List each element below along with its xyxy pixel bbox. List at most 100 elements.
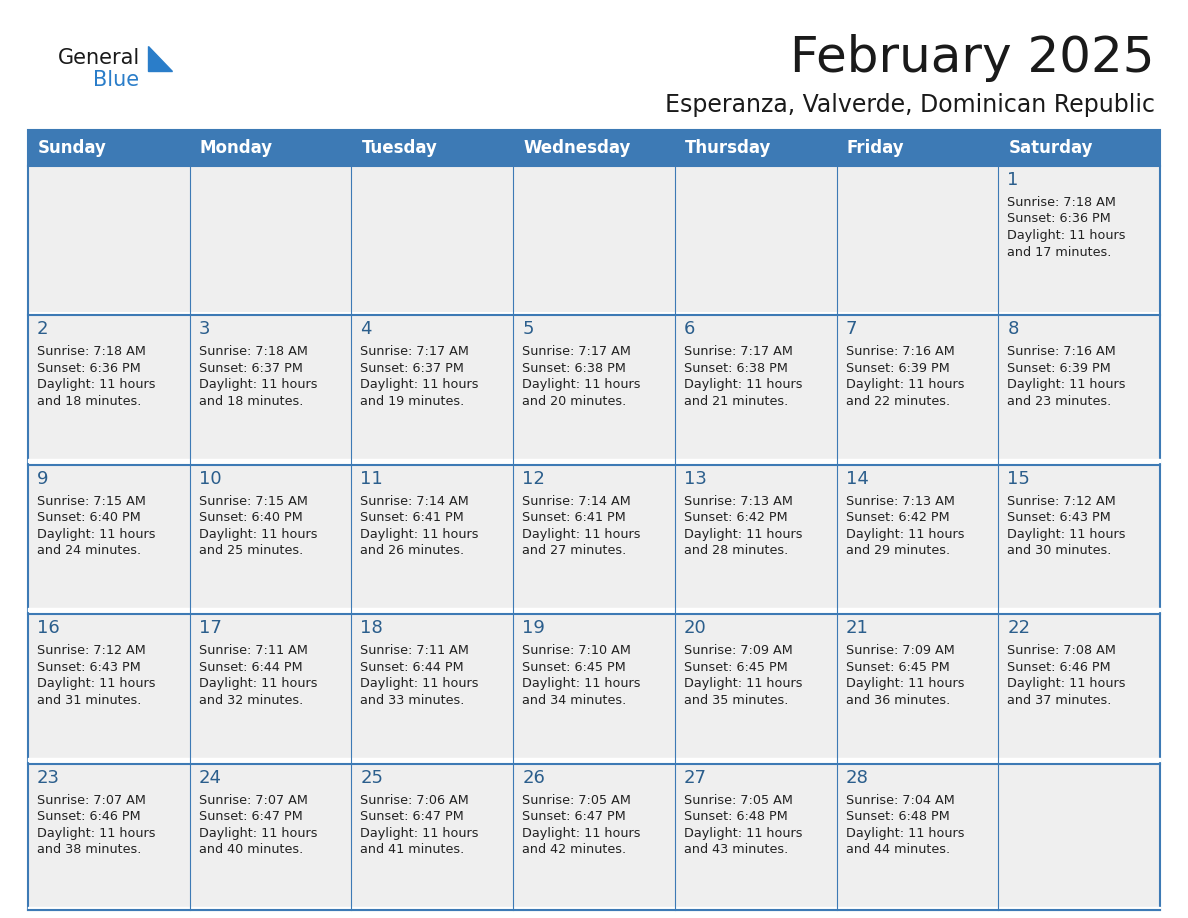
Text: Sunrise: 7:13 AM: Sunrise: 7:13 AM bbox=[846, 495, 954, 508]
Bar bbox=[190, 130, 352, 166]
Bar bbox=[998, 614, 1159, 761]
Text: Daylight: 11 hours: Daylight: 11 hours bbox=[684, 528, 802, 541]
Text: Sunset: 6:38 PM: Sunset: 6:38 PM bbox=[523, 362, 626, 375]
Text: Sunset: 6:45 PM: Sunset: 6:45 PM bbox=[523, 661, 626, 674]
Text: Daylight: 11 hours: Daylight: 11 hours bbox=[37, 378, 156, 391]
Text: and 25 minutes.: and 25 minutes. bbox=[198, 544, 303, 557]
Text: Sunrise: 7:15 AM: Sunrise: 7:15 AM bbox=[198, 495, 308, 508]
Bar bbox=[29, 130, 190, 166]
Text: Sunrise: 7:18 AM: Sunrise: 7:18 AM bbox=[37, 345, 146, 358]
Bar bbox=[29, 465, 190, 611]
Text: Sunset: 6:47 PM: Sunset: 6:47 PM bbox=[198, 810, 303, 823]
Bar bbox=[675, 130, 836, 166]
Text: 20: 20 bbox=[684, 620, 707, 637]
Text: General: General bbox=[58, 48, 140, 68]
Text: Daylight: 11 hours: Daylight: 11 hours bbox=[198, 528, 317, 541]
Text: and 36 minutes.: and 36 minutes. bbox=[846, 694, 950, 707]
Bar bbox=[29, 316, 190, 462]
Text: and 29 minutes.: and 29 minutes. bbox=[846, 544, 949, 557]
Bar bbox=[675, 764, 836, 910]
Bar bbox=[352, 316, 513, 462]
Text: Sunrise: 7:09 AM: Sunrise: 7:09 AM bbox=[846, 644, 954, 657]
Text: Sunrise: 7:08 AM: Sunrise: 7:08 AM bbox=[1007, 644, 1117, 657]
Text: Sunrise: 7:14 AM: Sunrise: 7:14 AM bbox=[360, 495, 469, 508]
Text: 19: 19 bbox=[523, 620, 545, 637]
Text: 11: 11 bbox=[360, 470, 384, 487]
Text: and 37 minutes.: and 37 minutes. bbox=[1007, 694, 1112, 707]
Text: Sunset: 6:46 PM: Sunset: 6:46 PM bbox=[37, 810, 140, 823]
Text: Sunset: 6:42 PM: Sunset: 6:42 PM bbox=[684, 511, 788, 524]
Text: February 2025: February 2025 bbox=[790, 34, 1155, 82]
Text: Sunset: 6:43 PM: Sunset: 6:43 PM bbox=[1007, 511, 1111, 524]
Text: 25: 25 bbox=[360, 768, 384, 787]
Bar bbox=[513, 130, 675, 166]
Text: Sunrise: 7:17 AM: Sunrise: 7:17 AM bbox=[684, 345, 792, 358]
Bar bbox=[836, 465, 998, 611]
Text: Daylight: 11 hours: Daylight: 11 hours bbox=[360, 826, 479, 840]
Text: Sunrise: 7:16 AM: Sunrise: 7:16 AM bbox=[846, 345, 954, 358]
Bar bbox=[190, 764, 352, 910]
Text: 16: 16 bbox=[37, 620, 59, 637]
Bar bbox=[675, 465, 836, 611]
Text: 3: 3 bbox=[198, 320, 210, 339]
Text: Saturday: Saturday bbox=[1009, 139, 1093, 157]
Bar bbox=[998, 130, 1159, 166]
Text: Sunset: 6:39 PM: Sunset: 6:39 PM bbox=[1007, 362, 1111, 375]
Text: Sunset: 6:36 PM: Sunset: 6:36 PM bbox=[37, 362, 140, 375]
Text: Daylight: 11 hours: Daylight: 11 hours bbox=[1007, 229, 1126, 242]
Bar bbox=[352, 166, 513, 312]
Text: Daylight: 11 hours: Daylight: 11 hours bbox=[846, 677, 965, 690]
Text: 26: 26 bbox=[523, 768, 545, 787]
Text: 7: 7 bbox=[846, 320, 857, 339]
Text: Sunset: 6:42 PM: Sunset: 6:42 PM bbox=[846, 511, 949, 524]
Text: and 23 minutes.: and 23 minutes. bbox=[1007, 395, 1112, 408]
Text: 18: 18 bbox=[360, 620, 384, 637]
Bar bbox=[29, 130, 1159, 910]
Text: Sunset: 6:37 PM: Sunset: 6:37 PM bbox=[360, 362, 465, 375]
Bar bbox=[998, 764, 1159, 910]
Text: and 17 minutes.: and 17 minutes. bbox=[1007, 245, 1112, 259]
Bar bbox=[190, 614, 352, 761]
Text: and 32 minutes.: and 32 minutes. bbox=[198, 694, 303, 707]
Text: Daylight: 11 hours: Daylight: 11 hours bbox=[1007, 528, 1126, 541]
Text: Sunrise: 7:04 AM: Sunrise: 7:04 AM bbox=[846, 793, 954, 807]
Text: 1: 1 bbox=[1007, 171, 1018, 189]
Bar bbox=[29, 614, 190, 761]
Bar bbox=[513, 614, 675, 761]
Text: Monday: Monday bbox=[200, 139, 273, 157]
Text: and 22 minutes.: and 22 minutes. bbox=[846, 395, 949, 408]
Text: 27: 27 bbox=[684, 768, 707, 787]
Text: and 42 minutes.: and 42 minutes. bbox=[523, 843, 626, 856]
Text: and 44 minutes.: and 44 minutes. bbox=[846, 843, 949, 856]
Text: 23: 23 bbox=[37, 768, 61, 787]
Text: Daylight: 11 hours: Daylight: 11 hours bbox=[846, 826, 965, 840]
Text: Daylight: 11 hours: Daylight: 11 hours bbox=[523, 826, 640, 840]
Text: Sunrise: 7:05 AM: Sunrise: 7:05 AM bbox=[684, 793, 792, 807]
Text: Daylight: 11 hours: Daylight: 11 hours bbox=[198, 378, 317, 391]
Text: and 19 minutes.: and 19 minutes. bbox=[360, 395, 465, 408]
Text: Daylight: 11 hours: Daylight: 11 hours bbox=[684, 378, 802, 391]
Text: Sunrise: 7:13 AM: Sunrise: 7:13 AM bbox=[684, 495, 792, 508]
Text: and 35 minutes.: and 35 minutes. bbox=[684, 694, 788, 707]
Text: and 40 minutes.: and 40 minutes. bbox=[198, 843, 303, 856]
Text: and 28 minutes.: and 28 minutes. bbox=[684, 544, 788, 557]
Text: and 18 minutes.: and 18 minutes. bbox=[198, 395, 303, 408]
Text: Sunrise: 7:12 AM: Sunrise: 7:12 AM bbox=[1007, 495, 1116, 508]
Text: and 26 minutes.: and 26 minutes. bbox=[360, 544, 465, 557]
Text: Sunrise: 7:14 AM: Sunrise: 7:14 AM bbox=[523, 495, 631, 508]
Text: and 41 minutes.: and 41 minutes. bbox=[360, 843, 465, 856]
Text: and 33 minutes.: and 33 minutes. bbox=[360, 694, 465, 707]
Text: 17: 17 bbox=[198, 620, 222, 637]
Text: Sunrise: 7:06 AM: Sunrise: 7:06 AM bbox=[360, 793, 469, 807]
Text: Sunrise: 7:09 AM: Sunrise: 7:09 AM bbox=[684, 644, 792, 657]
Text: Sunrise: 7:18 AM: Sunrise: 7:18 AM bbox=[198, 345, 308, 358]
Text: 22: 22 bbox=[1007, 620, 1030, 637]
Text: Sunset: 6:48 PM: Sunset: 6:48 PM bbox=[684, 810, 788, 823]
Bar bbox=[190, 316, 352, 462]
Text: Sunday: Sunday bbox=[38, 139, 107, 157]
Bar bbox=[836, 166, 998, 312]
Text: Daylight: 11 hours: Daylight: 11 hours bbox=[1007, 677, 1126, 690]
Text: Sunset: 6:39 PM: Sunset: 6:39 PM bbox=[846, 362, 949, 375]
Bar bbox=[190, 166, 352, 312]
Bar bbox=[675, 614, 836, 761]
